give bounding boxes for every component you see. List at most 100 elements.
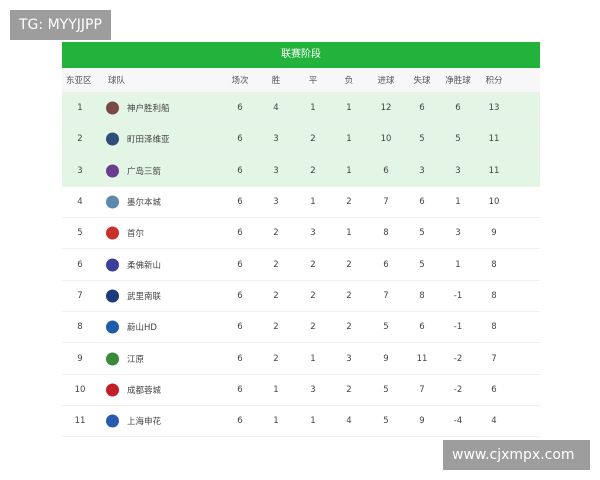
table-row[interactable]: 蔚山HD 8 6 2 2 2 5 6 -1 8 [62, 312, 540, 344]
played-cell: 6 [237, 103, 243, 114]
team-logo-icon [106, 383, 119, 397]
table-row[interactable]: 町田泽维亚 2 6 3 2 1 10 5 5 11 [62, 124, 540, 156]
lost-cell: 2 [346, 259, 352, 270]
points-cell: 7 [491, 353, 497, 364]
team-name[interactable]: 神户胜利船 [127, 104, 170, 115]
drawn-cell: 1 [310, 103, 316, 114]
table-row[interactable]: 成都蓉城 10 6 1 3 2 5 7 -2 6 [62, 375, 540, 406]
goals-for-cell: 7 [383, 197, 389, 208]
played-cell: 6 [237, 384, 243, 395]
team-name[interactable]: 成都蓉城 [127, 385, 162, 396]
lost-cell: 2 [346, 290, 352, 301]
goal-diff-cell: -1 [453, 322, 463, 333]
header-won: 胜 [271, 76, 281, 86]
rank-cell: 2 [77, 134, 83, 145]
team-logo-icon [106, 352, 119, 366]
team-name[interactable]: 蔚山HD [127, 323, 157, 334]
team-name[interactable]: 上海申花 [127, 417, 162, 428]
points-cell: 13 [488, 103, 500, 114]
points-cell: 11 [488, 165, 500, 176]
goal-diff-cell: -1 [453, 290, 463, 301]
drawn-cell: 3 [310, 384, 316, 395]
team-logo-icon [106, 320, 119, 334]
drawn-cell: 3 [310, 228, 316, 239]
rank-cell: 8 [77, 322, 83, 333]
lost-cell: 1 [346, 103, 352, 114]
won-cell: 1 [273, 384, 279, 395]
header-goals-for: 进球 [377, 76, 395, 86]
team-logo-icon [106, 195, 119, 209]
goal-diff-cell: -2 [453, 384, 463, 395]
rank-cell: 11 [74, 416, 86, 427]
lost-cell: 1 [346, 228, 352, 239]
team-name[interactable]: 武里南联 [127, 291, 162, 302]
points-cell: 8 [491, 322, 497, 333]
points-cell: 4 [491, 416, 497, 427]
lost-cell: 2 [346, 322, 352, 333]
team-name[interactable]: 江原 [127, 354, 145, 365]
goals-against-cell: 8 [419, 290, 425, 301]
rank-cell: 10 [74, 384, 86, 395]
played-cell: 6 [237, 322, 243, 333]
goals-for-cell: 6 [383, 165, 389, 176]
points-cell: 11 [488, 134, 500, 145]
team-name[interactable]: 墨尔本城 [127, 198, 162, 209]
goals-for-cell: 7 [383, 290, 389, 301]
drawn-cell: 2 [310, 290, 316, 301]
goals-against-cell: 5 [419, 228, 425, 239]
team-logo-icon [106, 164, 119, 178]
team-logo-icon [106, 289, 119, 303]
header-region: 东亚区 [66, 76, 92, 86]
points-cell: 9 [491, 228, 497, 239]
team-name[interactable]: 柔佛新山 [127, 260, 162, 271]
team-name[interactable]: 町田泽维亚 [127, 135, 170, 146]
points-cell: 6 [491, 384, 497, 395]
lost-cell: 3 [346, 353, 352, 364]
goals-for-cell: 8 [383, 228, 389, 239]
goals-against-cell: 7 [419, 384, 425, 395]
lost-cell: 2 [346, 384, 352, 395]
table-row[interactable]: 上海申花 11 6 1 1 4 5 9 -4 4 [62, 406, 540, 438]
won-cell: 3 [273, 165, 279, 176]
goal-diff-cell: 5 [455, 134, 461, 145]
header-lost: 负 [344, 76, 354, 86]
goals-against-cell: 6 [419, 103, 425, 114]
points-cell: 8 [491, 290, 497, 301]
standings-table: 联赛阶段 东亚区 球队 场次胜平负进球 失球 净胜球 积分 神户胜利船 1 6 4 1 1 12 6 6 1… [62, 42, 540, 438]
rank-cell: 1 [77, 103, 83, 114]
goal-diff-cell: 1 [455, 259, 461, 270]
won-cell: 2 [273, 259, 279, 270]
table-row[interactable]: 神户胜利船 1 6 4 1 1 12 6 6 13 [62, 93, 540, 125]
team-logo-icon [106, 132, 119, 146]
played-cell: 6 [237, 134, 243, 145]
points-cell: 10 [488, 197, 500, 208]
table-row[interactable]: 柔佛新山 6 6 2 2 2 6 5 1 8 [62, 249, 540, 281]
goal-diff-cell: 3 [455, 228, 461, 239]
drawn-cell: 1 [310, 416, 316, 427]
played-cell: 6 [237, 197, 243, 208]
table-row[interactable]: 江原 9 6 2 1 3 9 11 -2 7 [62, 343, 540, 375]
goals-for-cell: 6 [383, 259, 389, 270]
rank-cell: 7 [77, 290, 83, 301]
drawn-cell: 2 [310, 165, 316, 176]
goals-for-cell: 10 [380, 134, 392, 145]
table-row[interactable]: 首尔 5 6 2 3 1 8 5 3 9 [62, 218, 540, 250]
header-goals-against: 失球 [413, 76, 431, 86]
team-logo-icon [106, 258, 119, 272]
team-logo-icon [106, 226, 119, 240]
drawn-cell: 1 [310, 197, 316, 208]
goals-for-cell: 12 [380, 103, 392, 114]
watermark-top: TG: MYYJJPP [10, 10, 111, 40]
team-logo-icon [106, 414, 119, 428]
table-row[interactable]: 墨尔本城 4 6 3 1 2 7 6 1 10 [62, 187, 540, 219]
table-row[interactable]: 武里南联 7 6 2 2 2 7 8 -1 8 [62, 281, 540, 313]
drawn-cell: 1 [310, 353, 316, 364]
table-row[interactable]: 广岛三箭 3 6 3 2 1 6 3 3 11 [62, 155, 540, 187]
goal-diff-cell: 3 [455, 165, 461, 176]
goals-against-cell: 11 [416, 353, 428, 364]
goals-for-cell: 5 [383, 384, 389, 395]
goal-diff-cell: 1 [455, 197, 461, 208]
drawn-cell: 2 [310, 322, 316, 333]
team-name[interactable]: 广岛三箭 [127, 166, 162, 177]
team-name[interactable]: 首尔 [127, 229, 145, 240]
